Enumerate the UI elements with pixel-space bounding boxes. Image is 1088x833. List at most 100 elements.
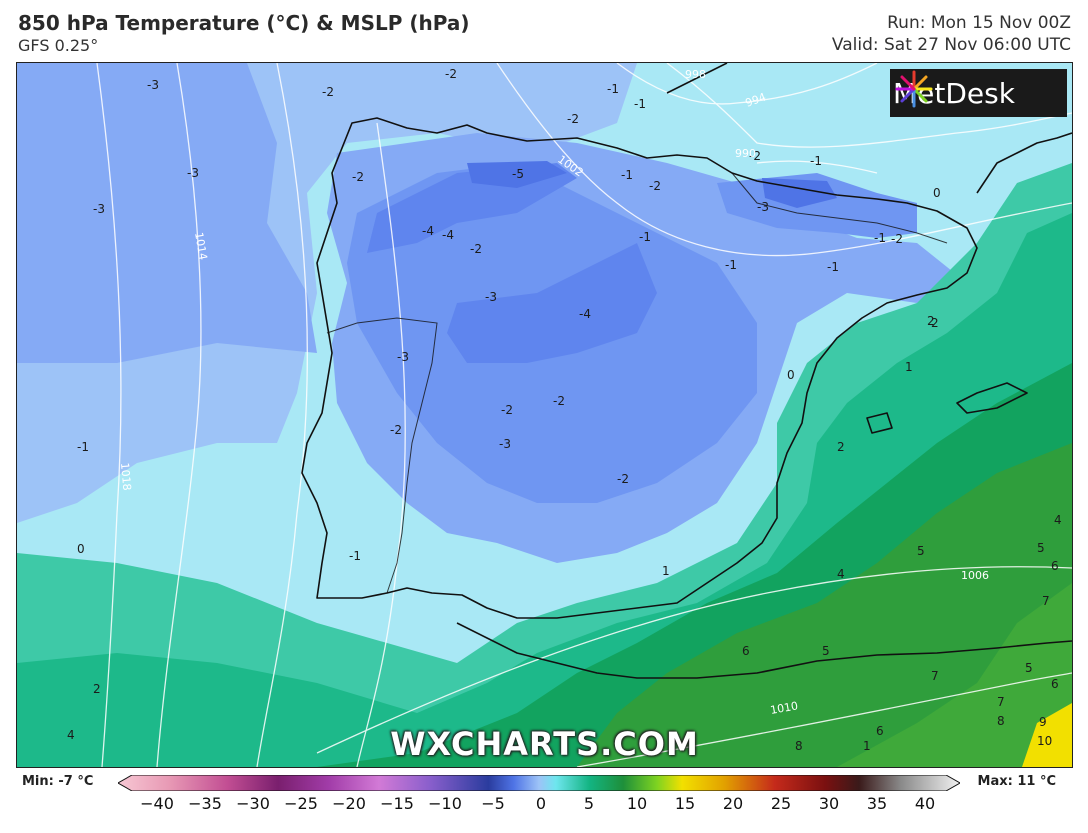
isobar-label: 990: [735, 147, 756, 160]
isobar-990: [756, 160, 878, 174]
temp-label: -2: [649, 179, 661, 193]
temp-label: -3: [485, 290, 497, 304]
metdesk-logo: MetDesk: [890, 69, 1067, 117]
temp-label: -2: [445, 67, 457, 81]
color-legend: Min: -7 °C: [0, 770, 1088, 833]
colorbar-ticks: −40 −35 −30 −25 −20 −15 −10 −5 0 5 10 15…: [0, 794, 1088, 818]
isobar-1010: [576, 672, 1072, 767]
temp-label: 5: [1037, 541, 1045, 555]
temp-label: 6: [1051, 677, 1059, 691]
temperature-colorbar: [118, 775, 960, 791]
temp-label: 4: [837, 567, 845, 581]
temp-field-minus4-core: [447, 243, 657, 363]
tick-label: −5: [481, 794, 505, 813]
temp-label: -2: [749, 149, 761, 163]
balearic-islands: [956, 382, 1028, 414]
temp-label: 7: [997, 695, 1005, 709]
tick-label: −10: [428, 794, 462, 813]
weather-map[interactable]: -3 -3 -3 -2 -2 -2 -2 -1 -1 -1 -5 -2 -1 -…: [16, 62, 1073, 768]
chart-title: 850 hPa Temperature (°C) & MSLP (hPa): [18, 11, 470, 35]
tick-label: 25: [770, 794, 792, 813]
temp-label: 6: [876, 724, 884, 738]
temp-label: -1: [810, 154, 822, 168]
temp-label: 4: [67, 728, 75, 742]
temp-label: 7: [931, 669, 939, 683]
model-label: GFS 0.25°: [18, 36, 99, 55]
temp-label: -2: [617, 472, 629, 486]
temp-label: -4: [579, 307, 591, 321]
temp-label: -3: [397, 350, 409, 364]
temperature-contour-labels: -3 -3 -3 -2 -2 -2 -2 -1 -1 -1 -5 -2 -1 -…: [67, 67, 1062, 753]
temp-label: 2: [93, 682, 101, 696]
temp-label: -1: [634, 97, 646, 111]
temp-label: -3: [499, 437, 511, 451]
temp-label: -3: [187, 166, 199, 180]
isobar-998: [666, 63, 1072, 148]
temp-label: 1: [905, 360, 913, 374]
temp-label: 2: [931, 316, 939, 330]
valid-label: Valid: Sat 27 Nov 06:00 UTC: [831, 35, 1071, 55]
temp-label: 2: [837, 440, 845, 454]
tick-label: −40: [140, 794, 174, 813]
isobar-label: 998: [685, 68, 706, 81]
temp-field-6: [577, 443, 1072, 767]
temp-label: 0: [933, 186, 941, 200]
tick-label: −15: [380, 794, 414, 813]
isobar-1006: [316, 566, 1072, 754]
tick-label: −25: [284, 794, 318, 813]
temp-label: -2: [322, 85, 334, 99]
temp-label: -1: [725, 258, 737, 272]
temp-label: 7: [1042, 594, 1050, 608]
metdesk-starburst-icon: [895, 70, 933, 108]
run-label: Run: Mon 15 Nov 00Z: [887, 13, 1071, 33]
map-canvas: -3 -3 -3 -2 -2 -2 -2 -1 -1 -1 -5 -2 -1 -…: [17, 63, 1072, 767]
isobar-label: 1006: [961, 569, 989, 582]
isobar-label: 1014: [192, 231, 210, 261]
temp-label: -2: [567, 112, 579, 126]
temp-label: 4: [1054, 513, 1062, 527]
temp-label: -2: [553, 394, 565, 408]
tick-label: 0: [535, 794, 547, 813]
tick-label: −20: [332, 794, 366, 813]
temp-label: -3: [757, 200, 769, 214]
temp-label: -3: [147, 78, 159, 92]
temp-field-8: [837, 583, 1072, 767]
wxcharts-watermark: WXCHARTS.COM: [390, 725, 699, 763]
isobar-lines: [96, 63, 1072, 767]
tick-label: −35: [188, 794, 222, 813]
temp-label: 1: [863, 739, 871, 753]
temp-label: 10: [1037, 734, 1052, 748]
temp-label: 6: [742, 644, 750, 658]
temp-label: -1: [639, 230, 651, 244]
temp-label: -2: [470, 242, 482, 256]
temp-label: -2: [501, 403, 513, 417]
header-right: Run: Mon 15 Nov 00Z Valid: Sat 27 Nov 06…: [832, 12, 1071, 56]
temp-label: 2: [927, 314, 935, 328]
header-left: 850 hPa Temperature (°C) & MSLP (hPa) GF…: [18, 10, 469, 56]
temp-label: -2: [352, 170, 364, 184]
tick-label: 15: [674, 794, 696, 813]
min-label: Min: -7 °C: [22, 774, 94, 789]
temp-label: 8: [997, 714, 1005, 728]
temp-label: 9: [1039, 715, 1047, 729]
tick-label: 35: [866, 794, 888, 813]
temp-label: 0: [787, 368, 795, 382]
max-label: Max: 11 °C: [977, 774, 1056, 789]
tick-label: 10: [626, 794, 648, 813]
temp-label: -1: [77, 440, 89, 454]
temp-label: 6: [1051, 559, 1059, 573]
coastline: [301, 63, 1072, 679]
temp-label: 0: [77, 542, 85, 556]
isobar-1018: [96, 63, 122, 767]
isobar-label: 1010: [769, 699, 799, 717]
temp-label: -1: [621, 168, 633, 182]
temp-label: -5: [512, 167, 524, 181]
temp-label: -1: [349, 549, 361, 563]
temp-field-minus2-nw: [17, 63, 317, 363]
tick-label: 40: [914, 794, 936, 813]
temp-label: -1: [827, 260, 839, 274]
temp-label: 8: [795, 739, 803, 753]
temp-label: -1: [607, 82, 619, 96]
temp-field-10: [1022, 703, 1072, 767]
isobar-994: [616, 63, 878, 105]
